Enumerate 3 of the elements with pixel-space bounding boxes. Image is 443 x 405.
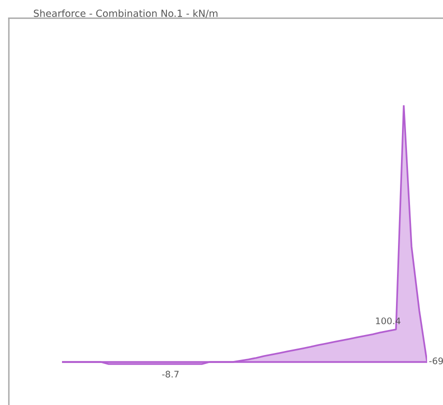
text: -8.7 [162,370,179,378]
text: -69 [429,357,443,364]
chart-title: Shearforce - Combination No.1 - kN/m [34,9,218,18]
